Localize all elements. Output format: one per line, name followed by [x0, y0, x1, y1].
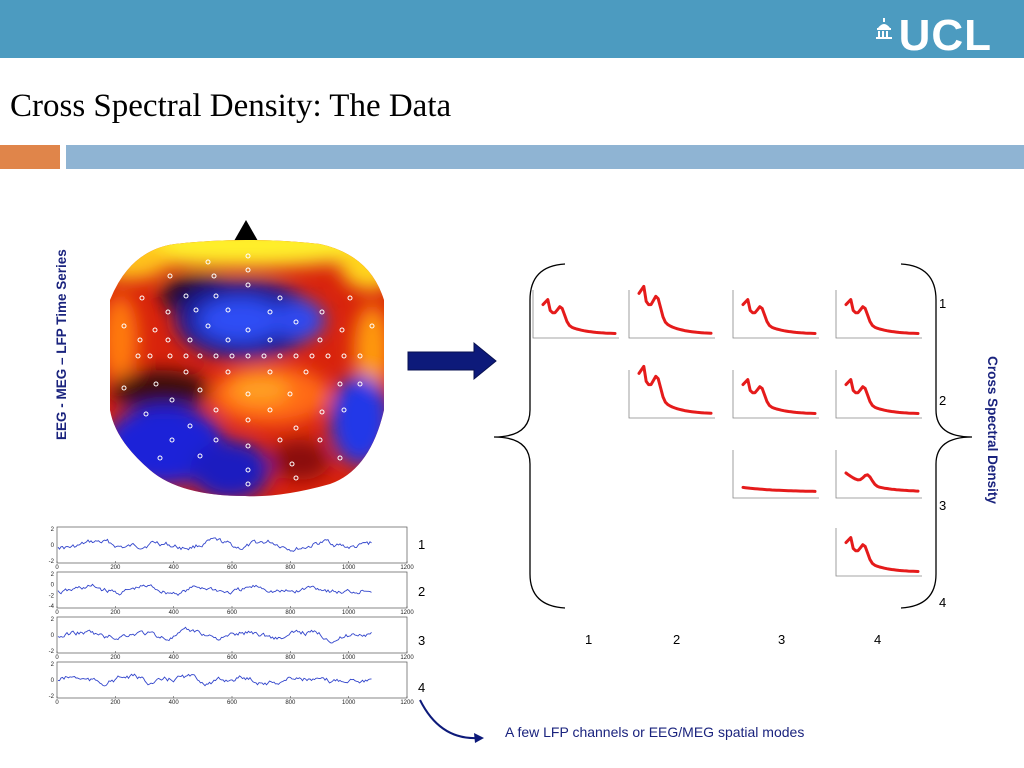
time-series-trace	[57, 583, 372, 596]
y-tick-label: 2	[51, 572, 55, 578]
x-tick-label: 1200	[400, 700, 414, 706]
x-tick-label: 400	[169, 700, 180, 706]
x-tick-label: 1200	[400, 655, 414, 661]
x-tick-label: 600	[227, 610, 238, 616]
csd-panel-3-4	[835, 450, 922, 499]
y-tick-label: 0	[51, 678, 55, 684]
csd-panel-1-2	[628, 284, 715, 339]
caption-arrowhead-icon	[474, 733, 484, 743]
csd-panel-2-2	[628, 364, 715, 419]
csd-curve	[637, 284, 713, 335]
x-tick-label: 400	[169, 610, 180, 616]
x-tick-label: 600	[227, 700, 238, 706]
y-tick-label: 0	[51, 583, 55, 589]
ucl-logo: UCL	[875, 11, 992, 60]
x-tick-label: 200	[110, 610, 121, 616]
y-tick-label: -2	[49, 694, 55, 700]
x-tick-label: 800	[285, 700, 296, 706]
header-bar: UCL	[0, 0, 1024, 58]
x-tick-label: 600	[227, 565, 238, 571]
csd-panel-2-3	[732, 370, 819, 419]
time-series-panel-2: 0 200 400 600 800 1000 1200 2 0 -2 -4	[49, 571, 414, 616]
csd-curve	[637, 364, 713, 415]
right-arrow-icon	[407, 341, 497, 381]
title-rule-accent	[0, 145, 60, 169]
y-tick-label: 2	[51, 527, 55, 533]
title-rule	[66, 145, 1024, 169]
y-tick-label: -2	[49, 649, 55, 655]
x-tick-label: 0	[55, 655, 59, 661]
time-series-trace	[57, 673, 372, 687]
left-brace	[493, 263, 566, 609]
csd-curve	[844, 298, 920, 335]
x-tick-label: 200	[110, 565, 121, 571]
x-tick-label: 200	[110, 655, 121, 661]
nose-marker	[234, 220, 258, 241]
x-tick-label: 800	[285, 655, 296, 661]
csd-panel-4-4	[835, 528, 922, 577]
csd-curve	[844, 536, 920, 573]
csd-panel-3-3	[732, 450, 819, 499]
csd-curve	[741, 298, 817, 335]
csd-col-label-1: 1	[585, 632, 593, 647]
x-tick-label: 1000	[342, 565, 356, 571]
csd-curve	[741, 485, 817, 493]
y-tick-label: -2	[49, 559, 55, 565]
caption-arrow	[419, 699, 479, 740]
x-tick-label: 1200	[400, 610, 414, 616]
x-tick-label: 0	[55, 565, 59, 571]
x-tick-label: 200	[110, 700, 121, 706]
ts-channel-label-2: 2	[418, 584, 426, 599]
ts-channel-label-3: 3	[418, 633, 426, 648]
csd-row-label-3: 3	[939, 498, 947, 513]
csd-panel-1-3	[732, 290, 819, 339]
x-tick-label: 1200	[400, 565, 414, 571]
logo-text: UCL	[898, 11, 992, 60]
csd-curve	[844, 471, 920, 493]
x-tick-label: 1000	[342, 655, 356, 661]
csd-panel-1-1	[532, 290, 619, 339]
csd-row-label-2: 2	[939, 393, 947, 408]
csd-col-label-2: 2	[673, 632, 681, 647]
csd-panel-2-4	[835, 370, 922, 419]
csd-row-label-1: 1	[939, 296, 947, 311]
y-tick-label: 2	[51, 662, 55, 668]
x-tick-label: 600	[227, 655, 238, 661]
csd-curve	[541, 298, 617, 335]
x-tick-label: 1000	[342, 700, 356, 706]
slide-title: Cross Spectral Density: The Data	[10, 88, 452, 124]
x-tick-label: 400	[169, 565, 180, 571]
time-series-trace	[57, 626, 372, 644]
y-tick-label: -2	[49, 593, 55, 599]
csd-panel-1-4	[835, 290, 922, 339]
x-tick-label: 800	[285, 565, 296, 571]
x-tick-label: 800	[285, 610, 296, 616]
x-tick-label: 400	[169, 655, 180, 661]
ts-channel-label-4: 4	[418, 680, 426, 695]
csd-curve	[844, 378, 920, 415]
y-tick-label: -4	[49, 604, 55, 610]
y-tick-label: 0	[51, 543, 55, 549]
csd-curve	[741, 378, 817, 415]
csd-row-label-4: 4	[939, 595, 947, 610]
x-tick-label: 1000	[342, 610, 356, 616]
csd-panels	[532, 284, 922, 577]
ts-channel-label-1: 1	[418, 537, 426, 552]
csd-col-label-3: 3	[778, 632, 786, 647]
csd-col-label-4: 4	[874, 632, 882, 647]
right-brace	[900, 263, 973, 609]
y-tick-label: 0	[51, 633, 55, 639]
ucl-dome-icon	[875, 18, 892, 39]
x-tick-label: 0	[55, 700, 59, 706]
y-tick-label: 2	[51, 617, 55, 623]
time-series-trace	[57, 537, 372, 552]
x-tick-label: 0	[55, 610, 59, 616]
slide-caption: A few LFP channels or EEG/MEG spatial mo…	[505, 724, 805, 740]
